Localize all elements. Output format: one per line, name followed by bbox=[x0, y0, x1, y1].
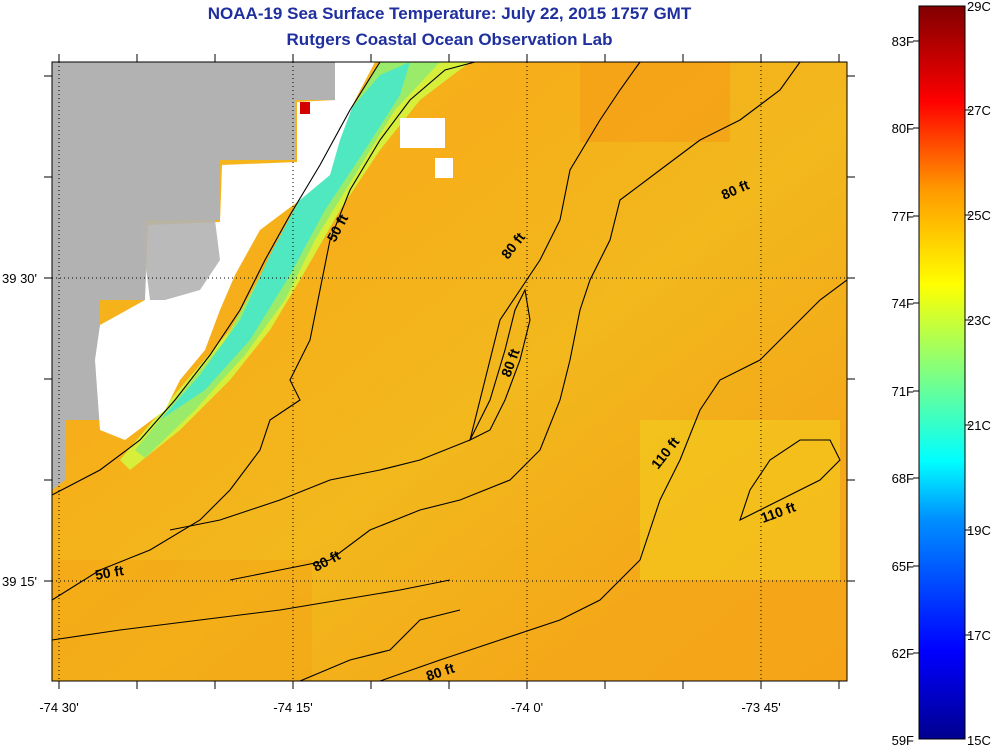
map-area: 50 ft 80 ft 80 ft 80 ft 110 ft 110 ft 50… bbox=[52, 62, 847, 684]
colorbar-c-label: 17C bbox=[967, 628, 991, 643]
hot-pixel bbox=[300, 102, 310, 114]
contour-label: 80 ft bbox=[424, 660, 457, 684]
colorbar-c-label: 15C bbox=[967, 733, 991, 748]
coastal-cyan-band bbox=[160, 62, 410, 420]
map-title: NOAA-19 Sea Surface Temperature: July 22… bbox=[207, 4, 692, 23]
colorbar-c-label: 21C bbox=[967, 418, 991, 433]
land-inland bbox=[140, 220, 220, 300]
colorbar-c-label: 29C bbox=[967, 0, 991, 14]
colorbar-f-label: 77F bbox=[892, 209, 914, 224]
colorbar-f-label: 83F bbox=[892, 34, 914, 49]
x-tick-label: -74 30' bbox=[39, 700, 78, 715]
x-tick-label: -74 0' bbox=[511, 700, 543, 715]
colorbar bbox=[918, 5, 966, 740]
colorbar-f-label: 65F bbox=[892, 559, 914, 574]
y-tick-label: 39 15' bbox=[2, 574, 37, 589]
no-data-patch bbox=[400, 118, 445, 148]
contour-110ft-a bbox=[379, 279, 847, 681]
contour-50ft bbox=[52, 62, 476, 601]
land-mass bbox=[52, 62, 335, 490]
map-subtitle: Rutgers Coastal Ocean Observation Lab bbox=[286, 30, 613, 49]
colorbar-f-label: 68F bbox=[892, 471, 914, 486]
colorbar-f-label: 80F bbox=[892, 121, 914, 136]
x-tick-label: -74 15' bbox=[273, 700, 312, 715]
colorbar-ticks bbox=[913, 40, 971, 654]
graticule bbox=[52, 62, 847, 681]
y-tick-label: 39 30' bbox=[2, 271, 37, 286]
x-tick-label: -73 45' bbox=[741, 700, 780, 715]
colorbar-c-label: 23C bbox=[967, 313, 991, 328]
colorbar-c-label: 27C bbox=[967, 103, 991, 118]
colorbar-c-label: 19C bbox=[967, 523, 991, 538]
contour-south bbox=[52, 579, 451, 641]
contour-ridge bbox=[468, 288, 531, 442]
colorbar-c-label: 25C bbox=[967, 208, 991, 223]
contour-label: 50 ft bbox=[94, 562, 125, 583]
wetlands-no-data bbox=[95, 62, 375, 440]
contour-80ft-a bbox=[169, 62, 641, 531]
contour-80ft-b bbox=[229, 62, 801, 581]
colorbar-f-label: 62F bbox=[892, 646, 914, 661]
warm-patch bbox=[580, 62, 730, 142]
warm-patch-sw bbox=[52, 560, 312, 681]
axis-ticks bbox=[44, 54, 855, 689]
contour-110ft-b bbox=[739, 439, 841, 522]
colorbar-f-label: 71F bbox=[892, 384, 914, 399]
contour-south-b bbox=[299, 609, 461, 681]
cool-patch bbox=[640, 420, 840, 580]
coastline bbox=[52, 62, 381, 496]
no-data-patch bbox=[435, 158, 453, 178]
colorbar-f-label: 59F bbox=[892, 733, 914, 748]
colorbar-f-label: 74F bbox=[892, 296, 914, 311]
